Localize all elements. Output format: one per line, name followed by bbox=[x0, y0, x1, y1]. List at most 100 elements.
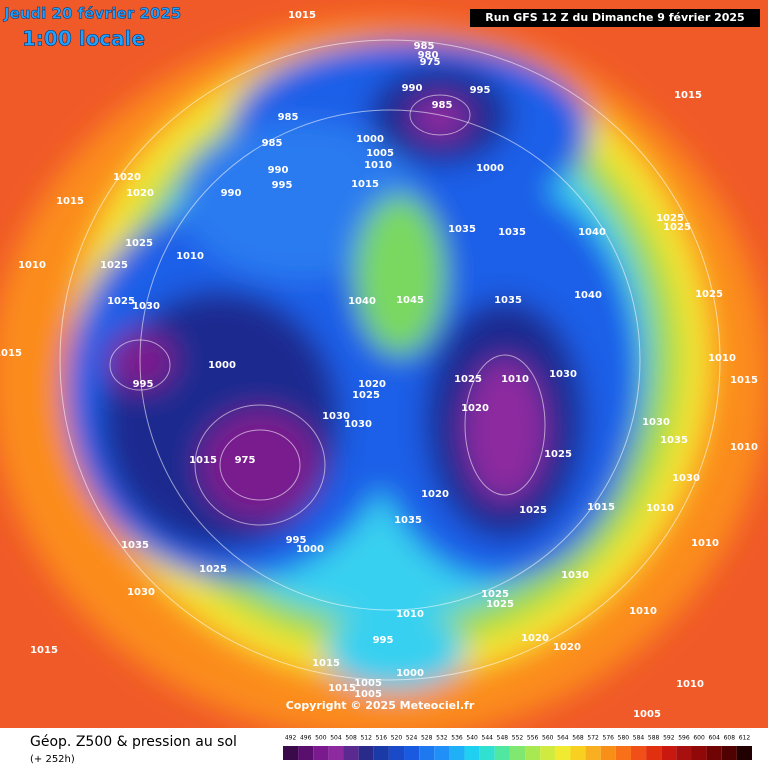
pressure-label: 1015 bbox=[288, 10, 316, 21]
pressure-label: 975 bbox=[235, 455, 256, 466]
pressure-label: 1020 bbox=[461, 403, 489, 414]
pressure-label: 1015 bbox=[189, 455, 217, 466]
pressure-label: 1030 bbox=[561, 570, 589, 581]
pressure-label: 1010 bbox=[691, 538, 719, 549]
pressure-label: 985 bbox=[278, 112, 299, 123]
colorbar-label: 532 bbox=[436, 735, 448, 742]
colorbar-label: 568 bbox=[572, 735, 584, 742]
pressure-label: 995 bbox=[286, 535, 307, 546]
pressure-label: 1030 bbox=[132, 301, 160, 312]
pressure-label: 1015 bbox=[30, 645, 58, 656]
pressure-label: 985 bbox=[262, 138, 283, 149]
pressure-label: 995 bbox=[272, 180, 293, 191]
pressure-label: 1010 bbox=[730, 442, 758, 453]
pressure-label: 1005 bbox=[366, 148, 394, 159]
colorbar-swatch bbox=[509, 746, 526, 760]
colorbar-label: 560 bbox=[542, 735, 554, 742]
pressure-label: 1010 bbox=[629, 606, 657, 617]
colorbar-label: 588 bbox=[648, 735, 660, 742]
colorbar-label: 528 bbox=[421, 735, 433, 742]
colorbar-label: 580 bbox=[618, 735, 630, 742]
pressure-label: 1025 bbox=[199, 564, 227, 575]
pressure-label: 1000 bbox=[296, 544, 324, 555]
pressure-label: 1015 bbox=[587, 502, 615, 513]
colorbar-label: 608 bbox=[724, 735, 736, 742]
colorbar-label: 612 bbox=[739, 735, 751, 742]
colorbar-swatch bbox=[328, 746, 344, 760]
colorbar-label: 544 bbox=[482, 735, 494, 742]
pressure-label: 1020 bbox=[521, 633, 549, 644]
colorbar-swatch bbox=[419, 746, 435, 760]
pressure-label: 1015 bbox=[56, 196, 84, 207]
forecast-date: Jeudi 20 février 2025 bbox=[3, 5, 181, 23]
pressure-label: 985 bbox=[414, 41, 435, 52]
colorbar-label: 536 bbox=[451, 735, 463, 742]
colorbar-swatch bbox=[313, 746, 329, 760]
colorbar-swatch bbox=[373, 746, 389, 760]
pressure-label: 1015 bbox=[730, 375, 758, 386]
colorbar-label: 600 bbox=[693, 735, 705, 742]
pressure-label: 1025 bbox=[454, 374, 482, 385]
colorbar-label: 596 bbox=[678, 735, 690, 742]
colorbar-swatch bbox=[434, 746, 450, 760]
pressure-label: 1025 bbox=[107, 296, 135, 307]
colorbar-label: 512 bbox=[360, 735, 372, 742]
pressure-label: 1030 bbox=[127, 587, 155, 598]
colorbar-label: 572 bbox=[587, 735, 599, 742]
pressure-label: 1035 bbox=[660, 435, 688, 446]
pressure-label: 995 bbox=[133, 379, 154, 390]
pressure-label: 1025 bbox=[544, 449, 572, 460]
pressure-label: 1035 bbox=[448, 224, 476, 235]
pressure-label: 1030 bbox=[549, 369, 577, 380]
pressure-label: 1035 bbox=[394, 515, 422, 526]
colorbar-swatch bbox=[479, 746, 495, 760]
colorbar-label: 508 bbox=[345, 735, 357, 742]
pressure-label: 1010 bbox=[646, 503, 674, 514]
colorbar-swatch bbox=[388, 746, 405, 760]
colorbar-swatch bbox=[646, 746, 662, 760]
pressure-label: 975 bbox=[420, 57, 441, 68]
pressure-label: 1020 bbox=[358, 379, 386, 390]
pressure-label: 1020 bbox=[421, 489, 449, 500]
colorbar-swatch bbox=[464, 746, 480, 760]
colorbar-label: 524 bbox=[406, 735, 418, 742]
pressure-label: 1020 bbox=[126, 188, 154, 199]
pressure-label: 1000 bbox=[208, 360, 236, 371]
colorbar-label: 584 bbox=[633, 735, 645, 742]
pressure-label: 1005 bbox=[354, 678, 382, 689]
pressure-label: 1010 bbox=[501, 374, 529, 385]
colorbar-swatch bbox=[721, 746, 737, 760]
colorbar-label: 516 bbox=[376, 735, 388, 742]
footer-title: Géop. Z500 & pression au sol bbox=[30, 734, 237, 750]
colorbar-swatch bbox=[298, 746, 314, 760]
colorbar-swatch bbox=[540, 746, 556, 760]
colorbar-swatch bbox=[676, 746, 692, 760]
pressure-label: 1025 bbox=[656, 213, 684, 224]
colorbar-label: 500 bbox=[315, 735, 327, 742]
colorbar-swatch bbox=[661, 746, 677, 760]
colorbar-swatch bbox=[615, 746, 631, 760]
pressure-label: 1000 bbox=[356, 134, 384, 145]
colorbar-swatch bbox=[449, 746, 465, 760]
pressure-label: 1015 bbox=[312, 658, 340, 669]
colorbar-swatch bbox=[525, 746, 541, 760]
pressure-label: 1025 bbox=[695, 289, 723, 300]
colorbar-label: 604 bbox=[708, 735, 720, 742]
colorbar-label: 492 bbox=[285, 735, 297, 742]
pressure-label: 1045 bbox=[396, 295, 424, 306]
pressure-label: 995 bbox=[470, 85, 491, 96]
pressure-label: 1015 bbox=[0, 348, 22, 359]
pressure-label: 1010 bbox=[676, 679, 704, 690]
colorbar-swatch bbox=[691, 746, 707, 760]
pressure-label: 1025 bbox=[100, 260, 128, 271]
pressure-label: 1035 bbox=[494, 295, 522, 306]
pressure-label: 1015 bbox=[328, 683, 356, 694]
pressure-label: 1000 bbox=[396, 668, 424, 679]
pressure-label: 1010 bbox=[364, 160, 392, 171]
pressure-label: 1030 bbox=[322, 411, 350, 422]
pressure-label: 1015 bbox=[351, 179, 379, 190]
colorbar-swatch bbox=[630, 746, 647, 760]
colorbar: 492 496 500 504 508 512 516 520 524 528 532 536 540 5… bbox=[283, 735, 752, 760]
